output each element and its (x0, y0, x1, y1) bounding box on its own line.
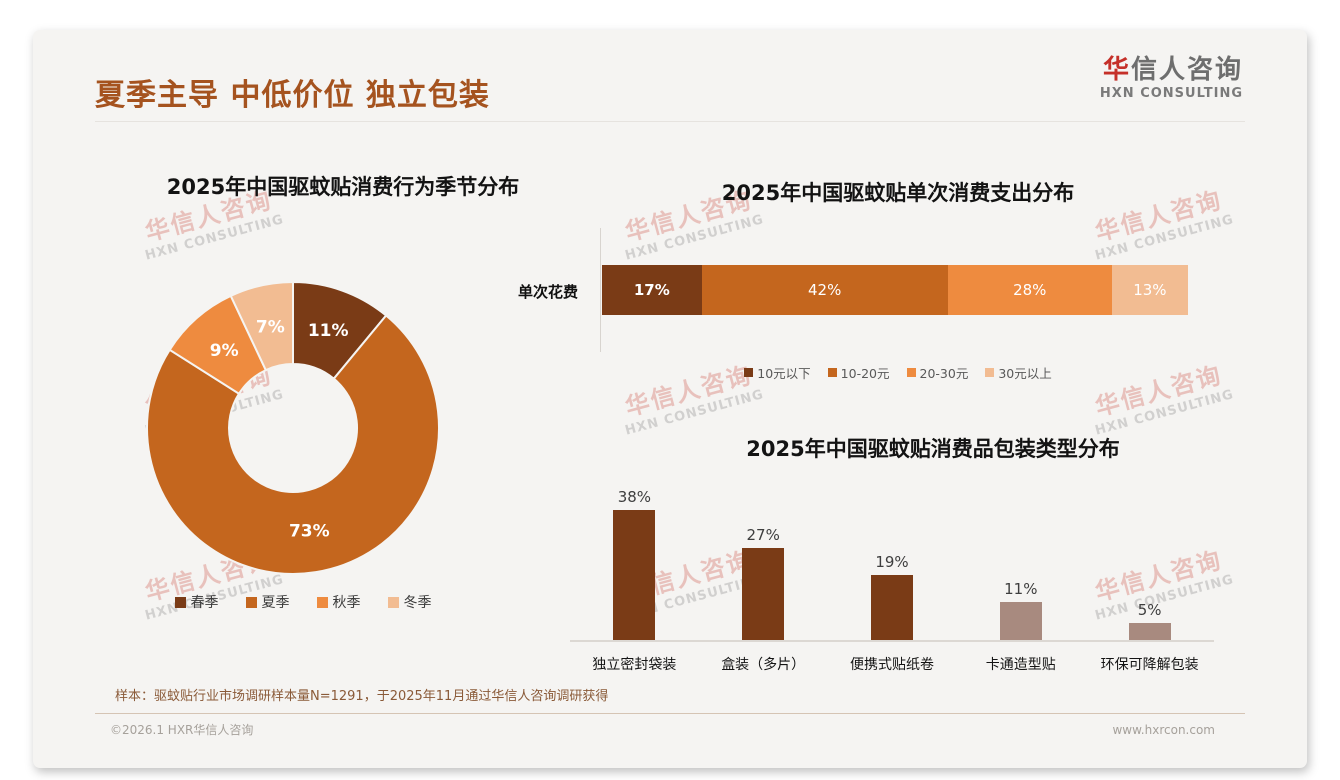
copyright-text: ©2026.1 HXR华信人咨询 (110, 723, 254, 737)
logo-accent-char: 华 (1102, 55, 1131, 85)
legend-swatch (985, 368, 995, 377)
packaging-column-chart: 38% 27% 19% 11% 5% (570, 485, 1214, 640)
legend-item: 20-30元 (906, 363, 969, 382)
legend-label: 10-20元 (840, 366, 890, 381)
legend-item: 10-20元 (827, 363, 890, 382)
column-category-label: 独立密封袋装 (592, 657, 677, 673)
legend-swatch (174, 596, 186, 608)
stacked-legend: 10元以下 10-20元 20-30元 30元以上 (588, 363, 1208, 382)
donut-slice-冬季 (229, 281, 294, 372)
footer-divider (95, 713, 1245, 714)
column-baseline (570, 640, 1214, 642)
legend-item: 春季 (174, 592, 219, 612)
donut-slice-label: 11% (308, 321, 349, 341)
logo-english: HXN CONSULTING (1099, 85, 1243, 101)
legend-label: 30元以上 (998, 366, 1052, 381)
logo-chinese: 华信人咨询 (1100, 55, 1243, 86)
season-donut-chart: 11% 73% 9% 7% (146, 281, 440, 575)
page-title: 夏季主导 中低价位 独立包装 (95, 78, 490, 113)
column-value-label: 5% (1137, 601, 1162, 619)
legend-item: 10元以下 (744, 363, 811, 382)
stacked-segment-10元以下: 17% (602, 265, 702, 315)
column-cell: 38% (570, 488, 699, 640)
sample-note: 样本：驱蚊贴行业市场调研样本量N=1291，于2025年11月通过华信人咨询调研… (115, 689, 609, 704)
legend-swatch (827, 368, 837, 377)
column-cell: 19% (828, 553, 957, 640)
legend-swatch (387, 596, 399, 608)
stacked-chart-title: 2025年中国驱蚊贴单次消费支出分布 (721, 181, 1075, 205)
donut-slice-label: 9% (210, 341, 239, 361)
column-value-label: 19% (875, 553, 909, 571)
donut-chart-title: 2025年中国驱蚊贴消费行为季节分布 (166, 175, 520, 199)
legend-swatch (744, 368, 754, 377)
stacked-segment-20-30元: 28% (947, 265, 1112, 315)
legend-label: 春季 (190, 595, 219, 611)
legend-item: 夏季 (245, 592, 290, 612)
column-cell: 27% (699, 526, 828, 640)
donut-legend: 春季 夏季 秋季 冬季 (63, 592, 543, 612)
donut-slice-label: 7% (256, 318, 285, 338)
legend-item: 30元以上 (985, 363, 1052, 382)
logo-rest-chars: 信人咨询 (1130, 55, 1243, 85)
column-category-label: 卡通造型贴 (985, 657, 1056, 673)
column-bar-环保可降解包装 (1128, 623, 1171, 640)
spend-stacked-bar: 17% 42% 28% 13% (602, 265, 1188, 315)
column-bar-便携式贴纸卷 (870, 575, 913, 640)
legend-label: 20-30元 (919, 366, 969, 381)
legend-swatch (316, 596, 328, 608)
column-value-label: 27% (746, 526, 780, 544)
stacked-segment-30元以上: 13% (1111, 265, 1188, 315)
column-bar-卡通造型贴 (999, 602, 1042, 640)
column-category-label: 环保可降解包装 (1100, 657, 1199, 673)
column-categories: 独立密封袋装 盒装（多片） 便携式贴纸卷 卡通造型贴 环保可降解包装 (570, 654, 1214, 674)
report-slide: 华信人咨询 HXN CONSULTING 华信人咨询 HXN CONSULTING 华信… (33, 30, 1307, 768)
website-text: www.hxrcon.com (1112, 723, 1215, 737)
header-divider (95, 121, 1245, 122)
stacked-segment-10-20元: 42% (701, 265, 948, 315)
column-value-label: 38% (617, 488, 652, 506)
column-cell: 5% (1085, 601, 1214, 640)
donut-slice-夏季 (146, 314, 440, 575)
legend-swatch (245, 596, 257, 608)
legend-label: 10元以下 (757, 366, 811, 381)
stacked-row-label: 单次花费 (517, 283, 578, 301)
legend-label: 夏季 (261, 595, 290, 611)
company-logo: 华信人咨询 HXN CONSULTING (1099, 55, 1243, 102)
stacked-axis-line (600, 228, 601, 352)
column-bar-独立密封袋装 (613, 510, 656, 640)
legend-label: 冬季 (403, 595, 432, 611)
legend-label: 秋季 (332, 595, 361, 611)
column-category-label: 盒装（多片） (721, 657, 806, 673)
column-value-label: 11% (1004, 580, 1038, 598)
column-chart-title: 2025年中国驱蚊贴消费品包装类型分布 (746, 437, 1120, 461)
legend-item: 秋季 (316, 592, 361, 612)
column-cell: 11% (956, 580, 1085, 640)
column-bar-盒装（多片） (742, 548, 785, 640)
column-category-label: 便携式贴纸卷 (849, 657, 934, 673)
donut-slice-label: 73% (289, 522, 330, 542)
legend-swatch (906, 368, 916, 377)
legend-item: 冬季 (387, 592, 432, 612)
